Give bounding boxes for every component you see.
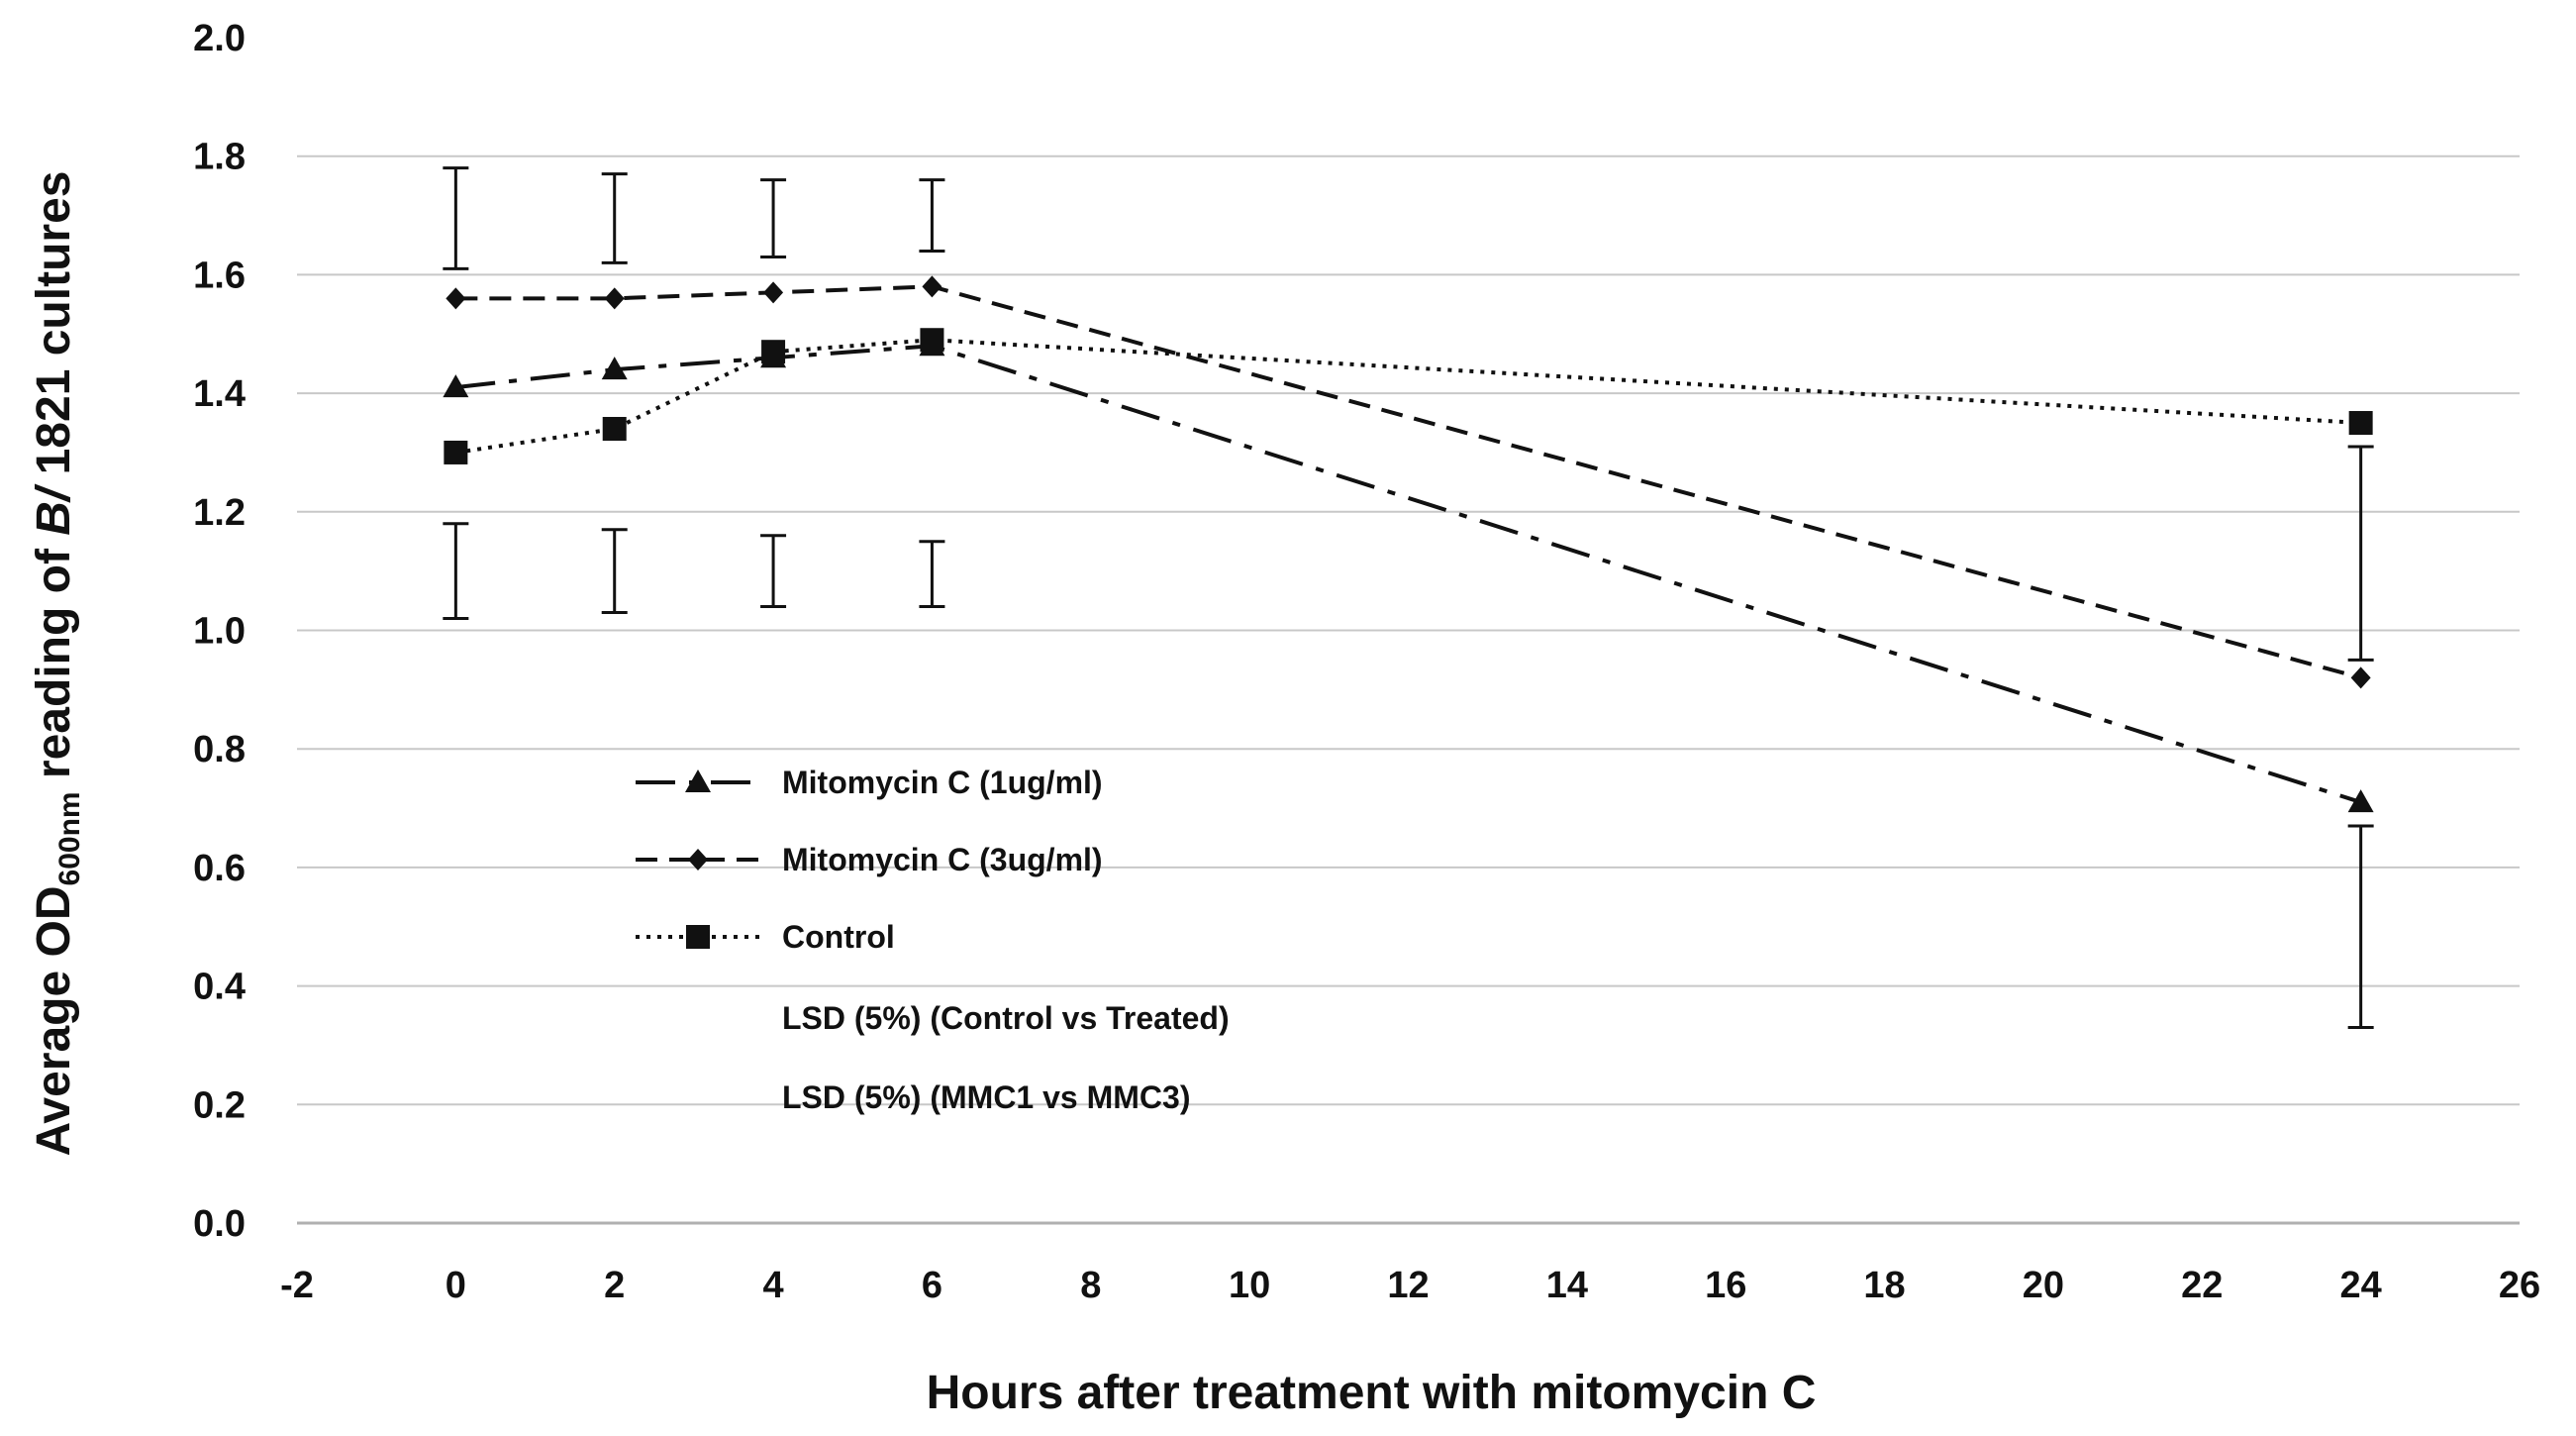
x-tick-label-12: 22 <box>2181 1265 2223 1306</box>
x-tick-label-2: 2 <box>604 1265 625 1306</box>
legend-entry-1: Mitomycin C (3ug/ml) <box>636 842 1103 877</box>
x-tick-label-0: -2 <box>280 1265 314 1306</box>
x-tick-label-4: 6 <box>922 1265 942 1306</box>
lsd-bar-upper-2 <box>760 178 787 258</box>
x-tick-label-3: 4 <box>763 1265 784 1306</box>
y-axis-title-suffix: 1821 cultures <box>28 171 80 488</box>
legend-label-2: Control <box>782 919 895 955</box>
y-tick-label-10: 2.0 <box>193 18 246 59</box>
x-tick-label-11: 20 <box>2023 1265 2064 1306</box>
lsd-note-1: LSD (5%) (MMC1 vs MMC3) <box>782 1079 1190 1115</box>
y-axis-title-prefix: Average OD <box>28 885 80 1156</box>
point-2-3 <box>920 328 944 353</box>
x-tick-label-7: 12 <box>1387 1265 1429 1306</box>
y-tick-label-7: 1.4 <box>193 373 246 415</box>
legend-label-0: Mitomycin C (1ug/ml) <box>782 765 1103 800</box>
series-line-0 <box>455 344 2362 804</box>
point-1-2 <box>763 281 784 304</box>
y-tick-label-0: 0.0 <box>193 1203 246 1245</box>
lsd-bar-lower-1 <box>601 528 628 615</box>
series-1 <box>446 275 2371 689</box>
lsd-bars <box>443 166 2374 1029</box>
y-tick-label-3: 0.6 <box>193 848 246 889</box>
y-tick-label-1: 0.2 <box>193 1084 246 1126</box>
legend-entry-2: Control <box>636 919 895 955</box>
point-2-4 <box>2348 411 2373 436</box>
point-2-2 <box>761 340 786 364</box>
point-1-0 <box>446 287 466 310</box>
legend: Mitomycin C (1ug/ml) Mitomycin C (3ug/ml)… <box>636 765 1230 1115</box>
lsd-note-0: LSD (5%) (Control vs Treated) <box>782 1000 1230 1036</box>
lsd-bar-upper-1 <box>601 172 628 264</box>
series-line-2 <box>455 338 2361 455</box>
point-2-1 <box>602 417 627 442</box>
point-1-4 <box>2350 667 2371 689</box>
point-0-4 <box>2347 789 2374 813</box>
lsd-bar-lower-4 <box>2347 824 2374 1029</box>
x-tick-label-10: 18 <box>1863 1265 1905 1306</box>
point-2-0 <box>444 440 468 464</box>
series <box>443 275 2374 813</box>
series-2 <box>444 328 2373 464</box>
point-1-3 <box>922 275 942 298</box>
legend-label-1: Mitomycin C (3ug/ml) <box>782 842 1103 877</box>
y-axis-title-middle: reading of <box>28 536 80 792</box>
lsd-bar-upper-3 <box>919 178 945 253</box>
x-tick-label-6: 10 <box>1229 1265 1270 1306</box>
series-line-1 <box>455 284 2362 680</box>
y-tick-label-2: 0.4 <box>193 967 246 1008</box>
y-axis-title-subscript: 600nm <box>53 791 86 885</box>
point-0-1 <box>601 357 628 380</box>
y-tick-label-9: 1.8 <box>193 137 246 178</box>
point-0-0 <box>443 374 469 398</box>
legend-marker-2 <box>686 925 710 949</box>
x-tick-label-13: 24 <box>2340 1265 2382 1306</box>
x-tick-label-14: 26 <box>2499 1265 2540 1306</box>
lsd-bar-lower-3 <box>919 540 945 609</box>
x-tick-label-8: 14 <box>1546 1265 1588 1306</box>
y-tick-label-6: 1.2 <box>193 492 246 534</box>
y-tick-label-5: 1.0 <box>193 611 246 653</box>
lsd-bar-lower-0 <box>443 522 469 621</box>
legend-marker-1 <box>688 849 708 871</box>
lsd-bar-upper-0 <box>443 166 469 270</box>
lsd-bar-lower-2 <box>760 534 787 609</box>
y-axis-title-italic: B/ <box>28 483 80 536</box>
legend-entry-0: Mitomycin C (1ug/ml) <box>636 765 1103 800</box>
grid <box>297 154 2520 1225</box>
x-tick-label-5: 8 <box>1080 1265 1101 1306</box>
x-axis-ticks: -2 0 2 4 6 8 10 12 14 16 18 20 22 24 26 <box>280 1265 2540 1306</box>
point-1-1 <box>604 287 625 310</box>
x-tick-label-9: 16 <box>1705 1265 1746 1306</box>
series-0 <box>443 333 2374 813</box>
y-tick-label-4: 0.8 <box>193 729 246 770</box>
x-tick-label-1: 0 <box>446 1265 466 1306</box>
y-tick-label-8: 1.6 <box>193 255 246 296</box>
y-axis-ticks: 0.0 0.2 0.4 0.6 0.8 1.0 1.2 1.4 1.6 1.8 2.0 <box>193 18 246 1245</box>
lsd-bar-upper-4 <box>2347 445 2374 662</box>
x-axis-title: Hours after treatment with mitomycin C <box>927 1367 1817 1419</box>
y-axis-title: Average OD600nm reading of B/ 1821 cultu… <box>28 171 86 1157</box>
legend-marker-0 <box>685 769 711 792</box>
